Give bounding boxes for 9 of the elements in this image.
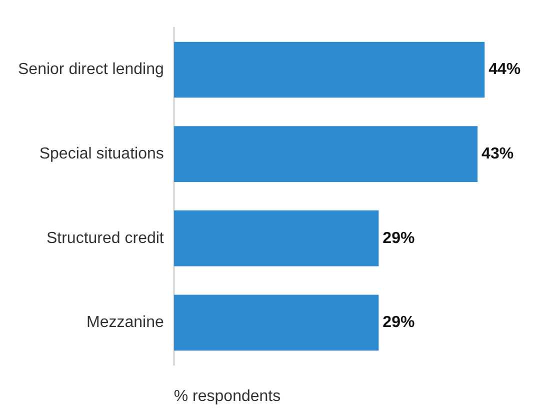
- y-tick-label: Structured credit: [46, 230, 164, 247]
- data-label: 29%: [382, 230, 415, 247]
- y-tick-label: Senior direct lending: [18, 61, 164, 78]
- data-label: 43%: [482, 145, 514, 162]
- data-label: 29%: [382, 314, 415, 332]
- y-tick-label: Mezzanine: [86, 314, 164, 332]
- y-tick-label: Special situations: [39, 145, 164, 162]
- x-axis-title: % respondents: [174, 388, 281, 405]
- data-label: 44%: [488, 61, 521, 78]
